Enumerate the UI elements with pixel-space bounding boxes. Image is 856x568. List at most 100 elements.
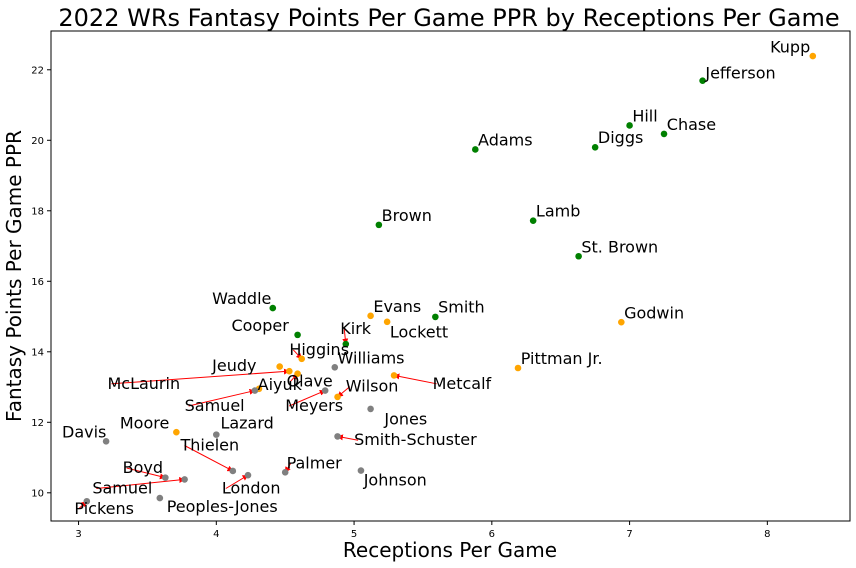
data-point (298, 355, 306, 363)
point-label: Adams (478, 131, 533, 150)
point-label: McLaurin (107, 374, 180, 393)
data-point (357, 467, 365, 474)
point-label: Diggs (598, 128, 643, 147)
plot-area (50, 30, 851, 522)
point-labels: Kupp Jefferson Hill Chase Diggs Adams Lamb Brow… (62, 38, 810, 518)
annotation-arrow (126, 467, 166, 480)
point-label: Williams (338, 348, 405, 367)
data-point (618, 318, 625, 326)
data-point (432, 313, 439, 321)
point-label: Jeudy (211, 356, 256, 375)
x-tick-label: 6 (489, 529, 495, 540)
point-label: Samuel (92, 479, 152, 498)
point-label: Higgins (289, 340, 349, 359)
chart-title: 2022 WRs Fantasy Points Per Game PPR by … (58, 4, 839, 32)
data-point (294, 370, 301, 377)
point-label: Evans (373, 297, 421, 316)
data-point (281, 469, 289, 476)
data-point (626, 122, 633, 129)
point-label: Wilson (346, 377, 399, 396)
annotation-arrow (336, 434, 359, 441)
data-point (390, 372, 398, 379)
point-label: Jones (383, 409, 427, 428)
y-tick-label: 12 (31, 418, 44, 429)
data-point (471, 146, 479, 153)
point-label: Metcalf (433, 374, 492, 393)
point-label: Thielen (179, 435, 239, 454)
data-point (529, 217, 537, 224)
data-point (334, 433, 341, 440)
data-point (809, 52, 817, 60)
point-label: London (222, 479, 281, 498)
point-label: Meyers (285, 396, 343, 415)
point-label: Hill (632, 107, 657, 126)
point-label: Cooper (231, 316, 289, 335)
data-point (102, 438, 110, 445)
data-point (321, 387, 329, 394)
point-label: Chase (667, 115, 716, 134)
x-axis-label: Receptions Per Game (343, 538, 557, 562)
data-point (342, 340, 350, 348)
data-point (331, 364, 339, 371)
annotation-arrow (225, 474, 249, 489)
point-label: Palmer (287, 453, 343, 472)
x-tick-label: 5 (351, 529, 357, 540)
point-label: St. Brown (581, 237, 658, 256)
y-tick-label: 14 (31, 347, 44, 358)
data-point (514, 364, 522, 372)
y-axis-ticks: 10 12 14 16 18 20 22 (31, 65, 51, 499)
point-label: Boyd (123, 458, 163, 477)
data-point (181, 476, 188, 483)
data-point (213, 431, 220, 438)
data-point (269, 304, 277, 312)
data-point (251, 387, 259, 394)
point-label: Pickens (74, 499, 134, 518)
data-point (286, 367, 293, 375)
point-label: Lamb (536, 201, 580, 220)
point-label: Kirk (340, 319, 372, 338)
x-tick-label: 4 (213, 529, 219, 540)
point-label: Pittman Jr. (521, 349, 603, 368)
data-point (276, 363, 283, 370)
data-point (229, 467, 237, 475)
point-label: Jefferson (704, 64, 775, 83)
x-axis-ticks: 3 4 5 6 7 8 (75, 521, 771, 540)
data-point (699, 77, 706, 85)
point-label: Peoples-Jones (167, 497, 278, 516)
point-label: Davis (62, 422, 106, 441)
point-label: Aiyuk (258, 375, 303, 394)
x-tick-label: 3 (75, 529, 81, 540)
y-tick-label: 16 (31, 277, 44, 288)
point-label: Olave (287, 371, 333, 390)
data-point (156, 494, 164, 502)
point-label: Waddle (212, 289, 271, 308)
data-point (367, 312, 374, 320)
data-point (591, 144, 599, 151)
data-point (660, 130, 668, 138)
data-point (334, 393, 341, 401)
point-label: Samuel (185, 396, 245, 415)
point-label: Johnson (363, 471, 427, 490)
data-point (244, 471, 252, 479)
x-tick-label: 8 (764, 529, 770, 540)
annotation-arrow (288, 389, 326, 407)
data-point (162, 474, 169, 481)
annotation-arrow (184, 445, 234, 472)
point-label: Lockett (390, 323, 448, 342)
point-label: Moore (120, 413, 169, 432)
y-tick-label: 18 (31, 206, 44, 217)
data-point (294, 331, 301, 339)
data-points (83, 52, 817, 505)
data-point (383, 318, 391, 326)
annotation-arrow (188, 388, 256, 407)
point-label: Kupp (770, 38, 810, 57)
y-tick-label: 22 (31, 65, 44, 76)
y-tick-label: 10 (31, 488, 44, 499)
point-label: Smith (438, 298, 485, 317)
data-point (173, 428, 180, 436)
data-point (367, 405, 374, 413)
annotation-arrow (393, 373, 437, 385)
y-axis-label: Fantasy Points Per Game PPR (2, 130, 26, 422)
data-point (575, 252, 582, 260)
